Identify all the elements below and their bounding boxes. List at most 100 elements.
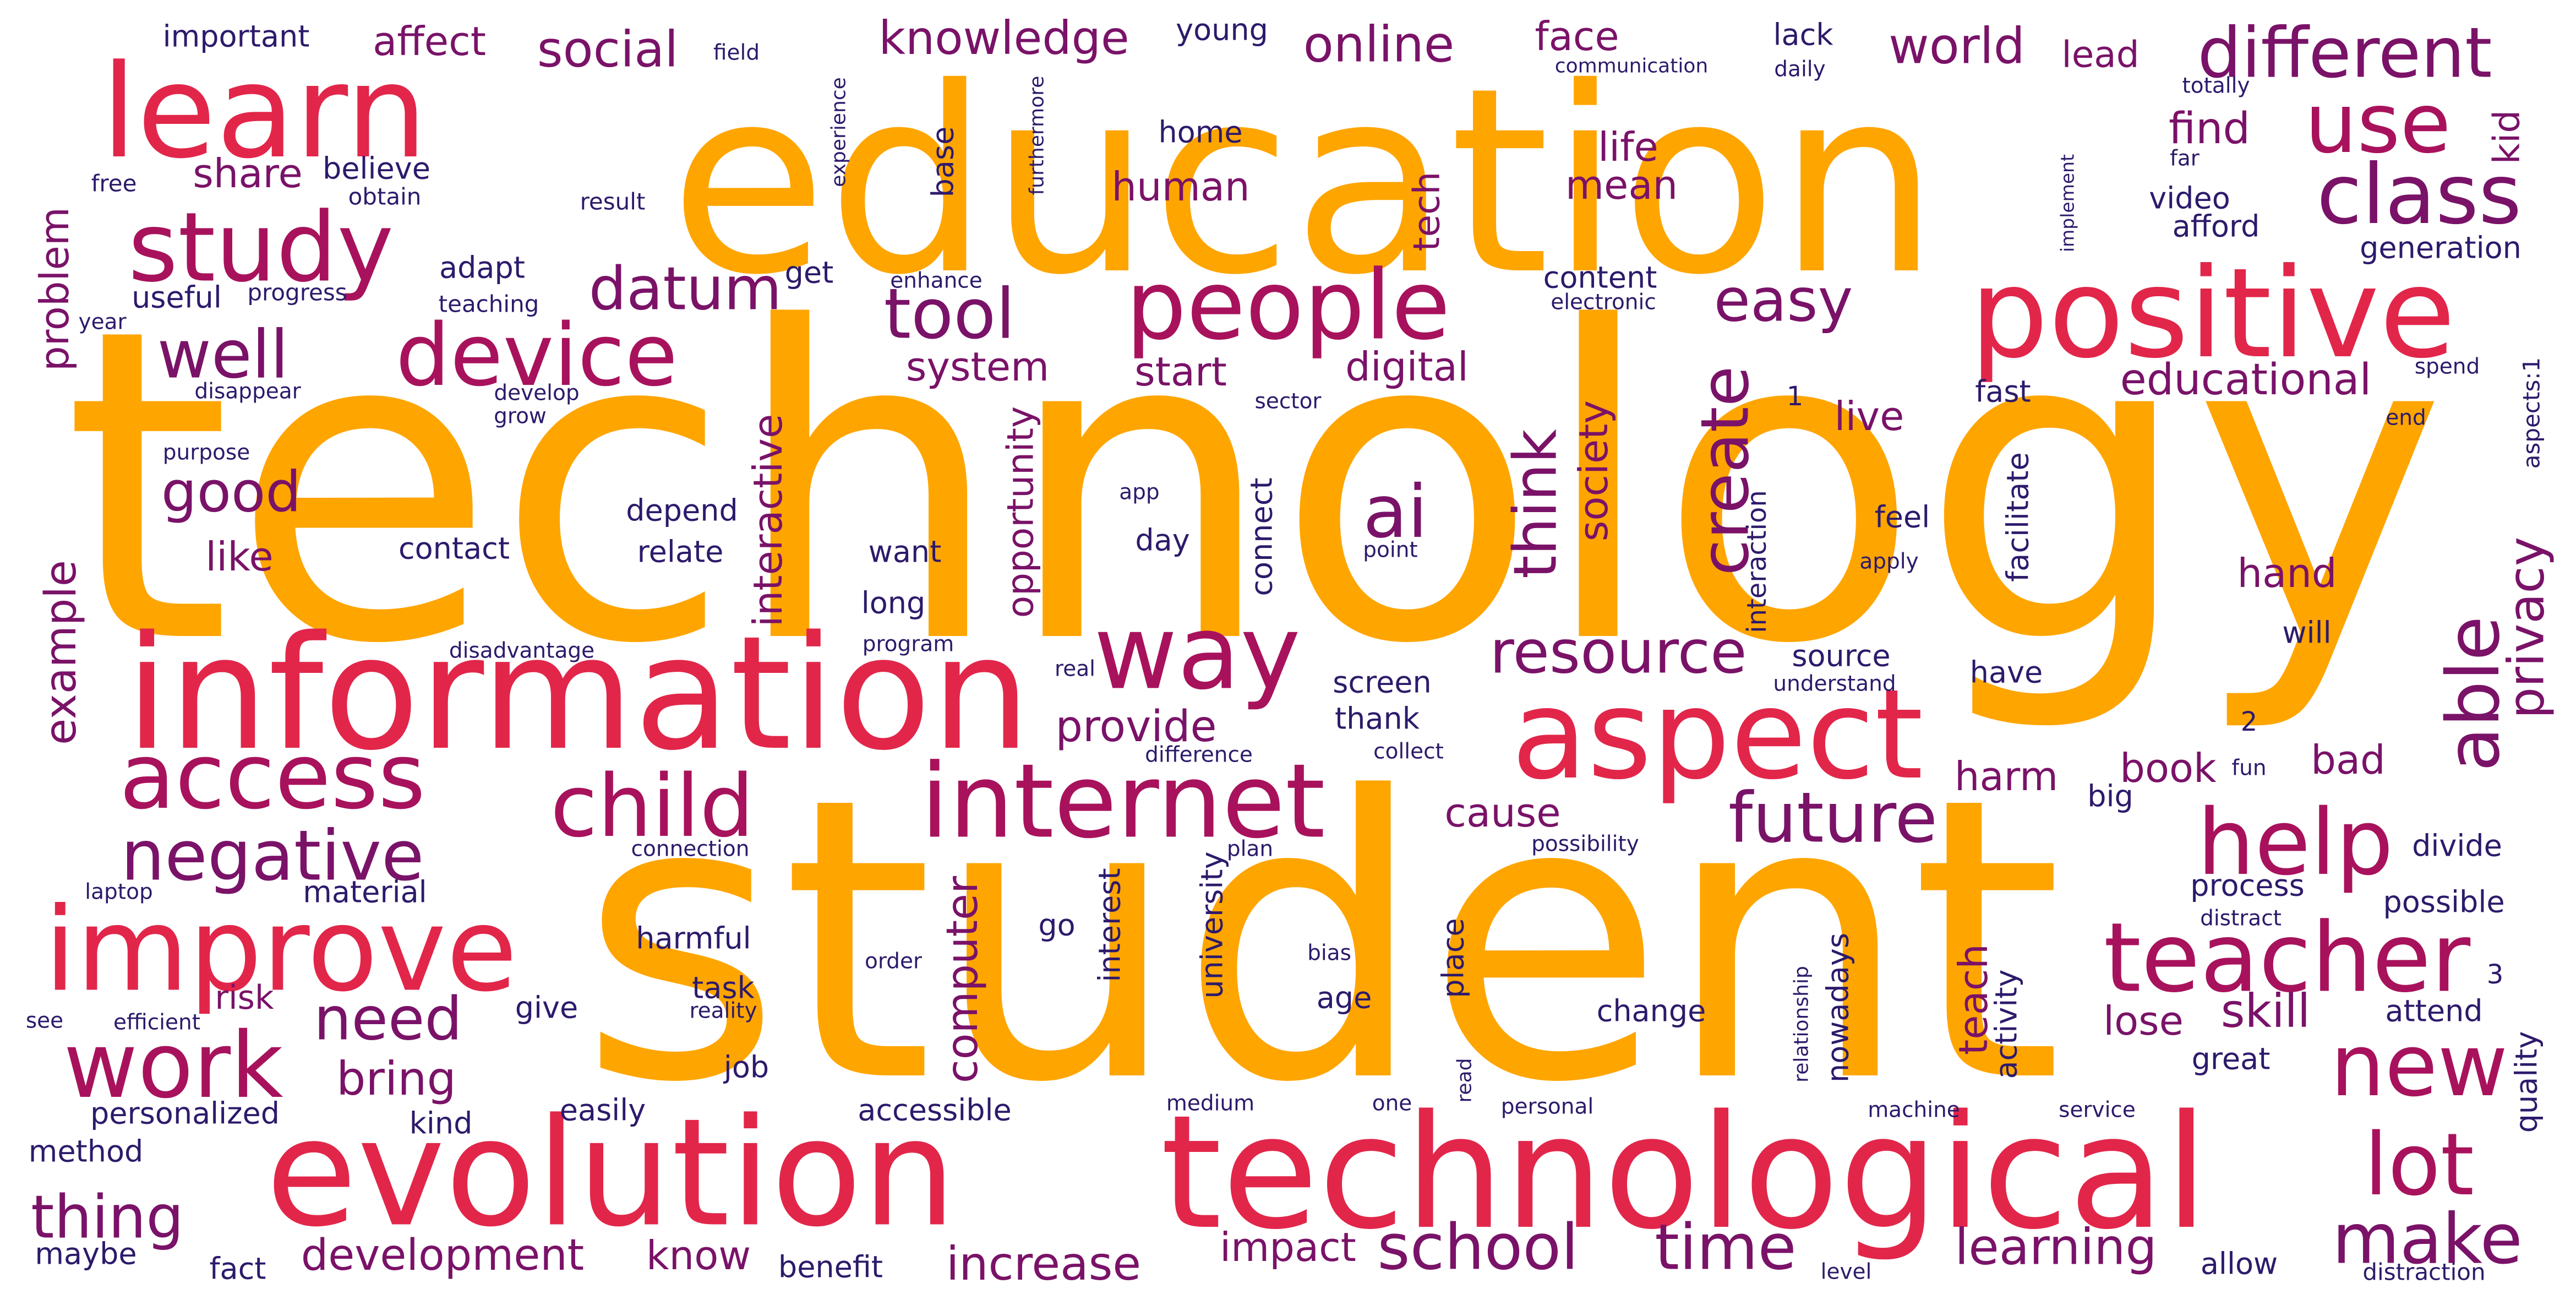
cloud-word-thing: thing — [31, 1183, 184, 1252]
cloud-word-obtain: obtain — [348, 183, 422, 210]
cloud-word-interaction: interaction — [1742, 490, 1772, 633]
cloud-word-reality: reality — [689, 999, 757, 1024]
cloud-word-material: material — [303, 875, 427, 910]
cloud-word-tech: tech — [1406, 172, 1448, 252]
cloud-word-relate: relate — [637, 535, 724, 569]
cloud-word-possible: possible — [2383, 885, 2504, 920]
cloud-word-connection: connection — [631, 837, 750, 862]
cloud-word-student: student — [579, 716, 2062, 1167]
cloud-word-access: access — [119, 724, 425, 829]
cloud-word-real: real — [1055, 657, 1095, 682]
cloud-word-impact: impact — [1220, 1224, 1356, 1270]
cloud-word-nowadays: nowadays — [1821, 933, 1855, 1083]
cloud-word-disadvantage: disadvantage — [449, 639, 594, 664]
cloud-word-device: device — [396, 305, 678, 405]
cloud-word-plan: plan — [1227, 837, 1273, 862]
cloud-word-new: new — [2331, 1015, 2508, 1116]
cloud-word-knowledge: knowledge — [878, 11, 1129, 65]
cloud-word-screen: screen — [1333, 665, 1432, 700]
cloud-word-development: development — [301, 1231, 585, 1280]
cloud-word-privacy: privacy — [2498, 537, 2556, 719]
cloud-word-furthermore: furthermore — [1026, 76, 1049, 195]
cloud-word-source: source — [1792, 639, 1890, 673]
cloud-word-technological: technological — [1160, 1081, 2208, 1264]
cloud-word-teach: teach — [1950, 944, 1996, 1055]
cloud-word-study: study — [128, 192, 394, 304]
cloud-word-face: face — [1535, 13, 1619, 59]
cloud-word-method: method — [29, 1134, 144, 1169]
cloud-word-bias: bias — [1307, 941, 1351, 966]
cloud-word-day: day — [1135, 523, 1189, 558]
cloud-word-2: 2 — [2241, 706, 2258, 737]
cloud-word-future: future — [1728, 777, 1938, 858]
cloud-word-information: information — [125, 602, 1031, 785]
cloud-word-adapt: adapt — [439, 251, 525, 285]
cloud-word-result: result — [580, 188, 646, 215]
cloud-word-different: different — [2197, 13, 2492, 94]
cloud-word-cause: cause — [1444, 790, 1560, 836]
cloud-word-believe: believe — [323, 151, 430, 186]
cloud-word-app: app — [1119, 480, 1159, 505]
cloud-word-hand: hand — [2237, 550, 2337, 596]
cloud-word-human: human — [1111, 164, 1249, 210]
cloud-word-spend: spend — [2415, 355, 2480, 379]
cloud-word-aspects-1: aspects:1 — [2518, 357, 2545, 469]
cloud-word-lack: lack — [1773, 18, 1833, 52]
cloud-word-create: create — [1688, 366, 1764, 576]
cloud-word-mean: mean — [1565, 162, 1678, 208]
cloud-word-generation: generation — [2360, 231, 2522, 265]
cloud-word-find: find — [2169, 104, 2250, 154]
cloud-word-start: start — [1134, 349, 1227, 395]
cloud-word-electronic: electronic — [1551, 290, 1656, 315]
cloud-word-interest: interest — [1093, 868, 1127, 982]
cloud-word-people: people — [1126, 250, 1450, 362]
cloud-word-task: task — [692, 971, 755, 1005]
cloud-word-one: one — [1372, 1091, 1412, 1116]
cloud-word-like: like — [205, 534, 273, 580]
cloud-word-share: share — [193, 150, 303, 197]
cloud-word-bad: bad — [2311, 737, 2386, 783]
cloud-word-give: give — [515, 991, 578, 1025]
cloud-word-accessible: accessible — [858, 1093, 1011, 1128]
cloud-word-attend: attend — [2385, 994, 2482, 1029]
cloud-word-job: job — [723, 1050, 769, 1085]
cloud-word-video: video — [2149, 181, 2230, 216]
cloud-word-develop: develop — [494, 381, 579, 406]
cloud-word-bring: bring — [336, 1052, 456, 1106]
cloud-word-3: 3 — [2487, 959, 2504, 990]
cloud-word-personalized: personalized — [90, 1096, 280, 1131]
cloud-word-home: home — [1158, 115, 1242, 150]
cloud-word-connect: connect — [1245, 477, 1279, 596]
cloud-word-educational: educational — [2120, 355, 2371, 405]
cloud-word-positive: positive — [1970, 242, 2456, 386]
cloud-word-life: life — [1598, 124, 1658, 170]
cloud-word-increase: increase — [946, 1237, 1141, 1291]
cloud-word-datum: datum — [589, 255, 782, 324]
cloud-word-activity: activity — [1989, 969, 2024, 1079]
cloud-word-laptop: laptop — [85, 880, 152, 905]
cloud-word-order: order — [865, 949, 923, 974]
cloud-word-book: book — [2120, 745, 2217, 791]
cloud-word-year: year — [78, 310, 127, 335]
cloud-word-thank: thank — [1335, 702, 1420, 736]
cloud-word-tool: tool — [884, 274, 1016, 355]
cloud-word-need: need — [314, 985, 462, 1054]
cloud-word-class: class — [2317, 147, 2522, 243]
cloud-word-interactive: interactive — [745, 414, 791, 627]
cloud-word-enhance: enhance — [890, 269, 982, 293]
cloud-word-get: get — [785, 255, 834, 290]
cloud-word-long: long — [861, 586, 926, 621]
cloud-word-see: see — [26, 1009, 63, 1034]
cloud-word-want: want — [869, 535, 942, 569]
cloud-word-social: social — [537, 21, 679, 79]
cloud-word-efficient: efficient — [113, 1010, 200, 1035]
cloud-word-field: field — [713, 41, 760, 66]
cloud-word-easy: easy — [1714, 267, 1853, 335]
cloud-word-level: level — [1821, 1260, 1872, 1285]
cloud-word-fact: fact — [210, 1252, 266, 1286]
cloud-word-affect: affect — [373, 18, 486, 64]
cloud-word-use: use — [2305, 76, 2451, 172]
cloud-word-feel: feel — [1875, 500, 1930, 535]
